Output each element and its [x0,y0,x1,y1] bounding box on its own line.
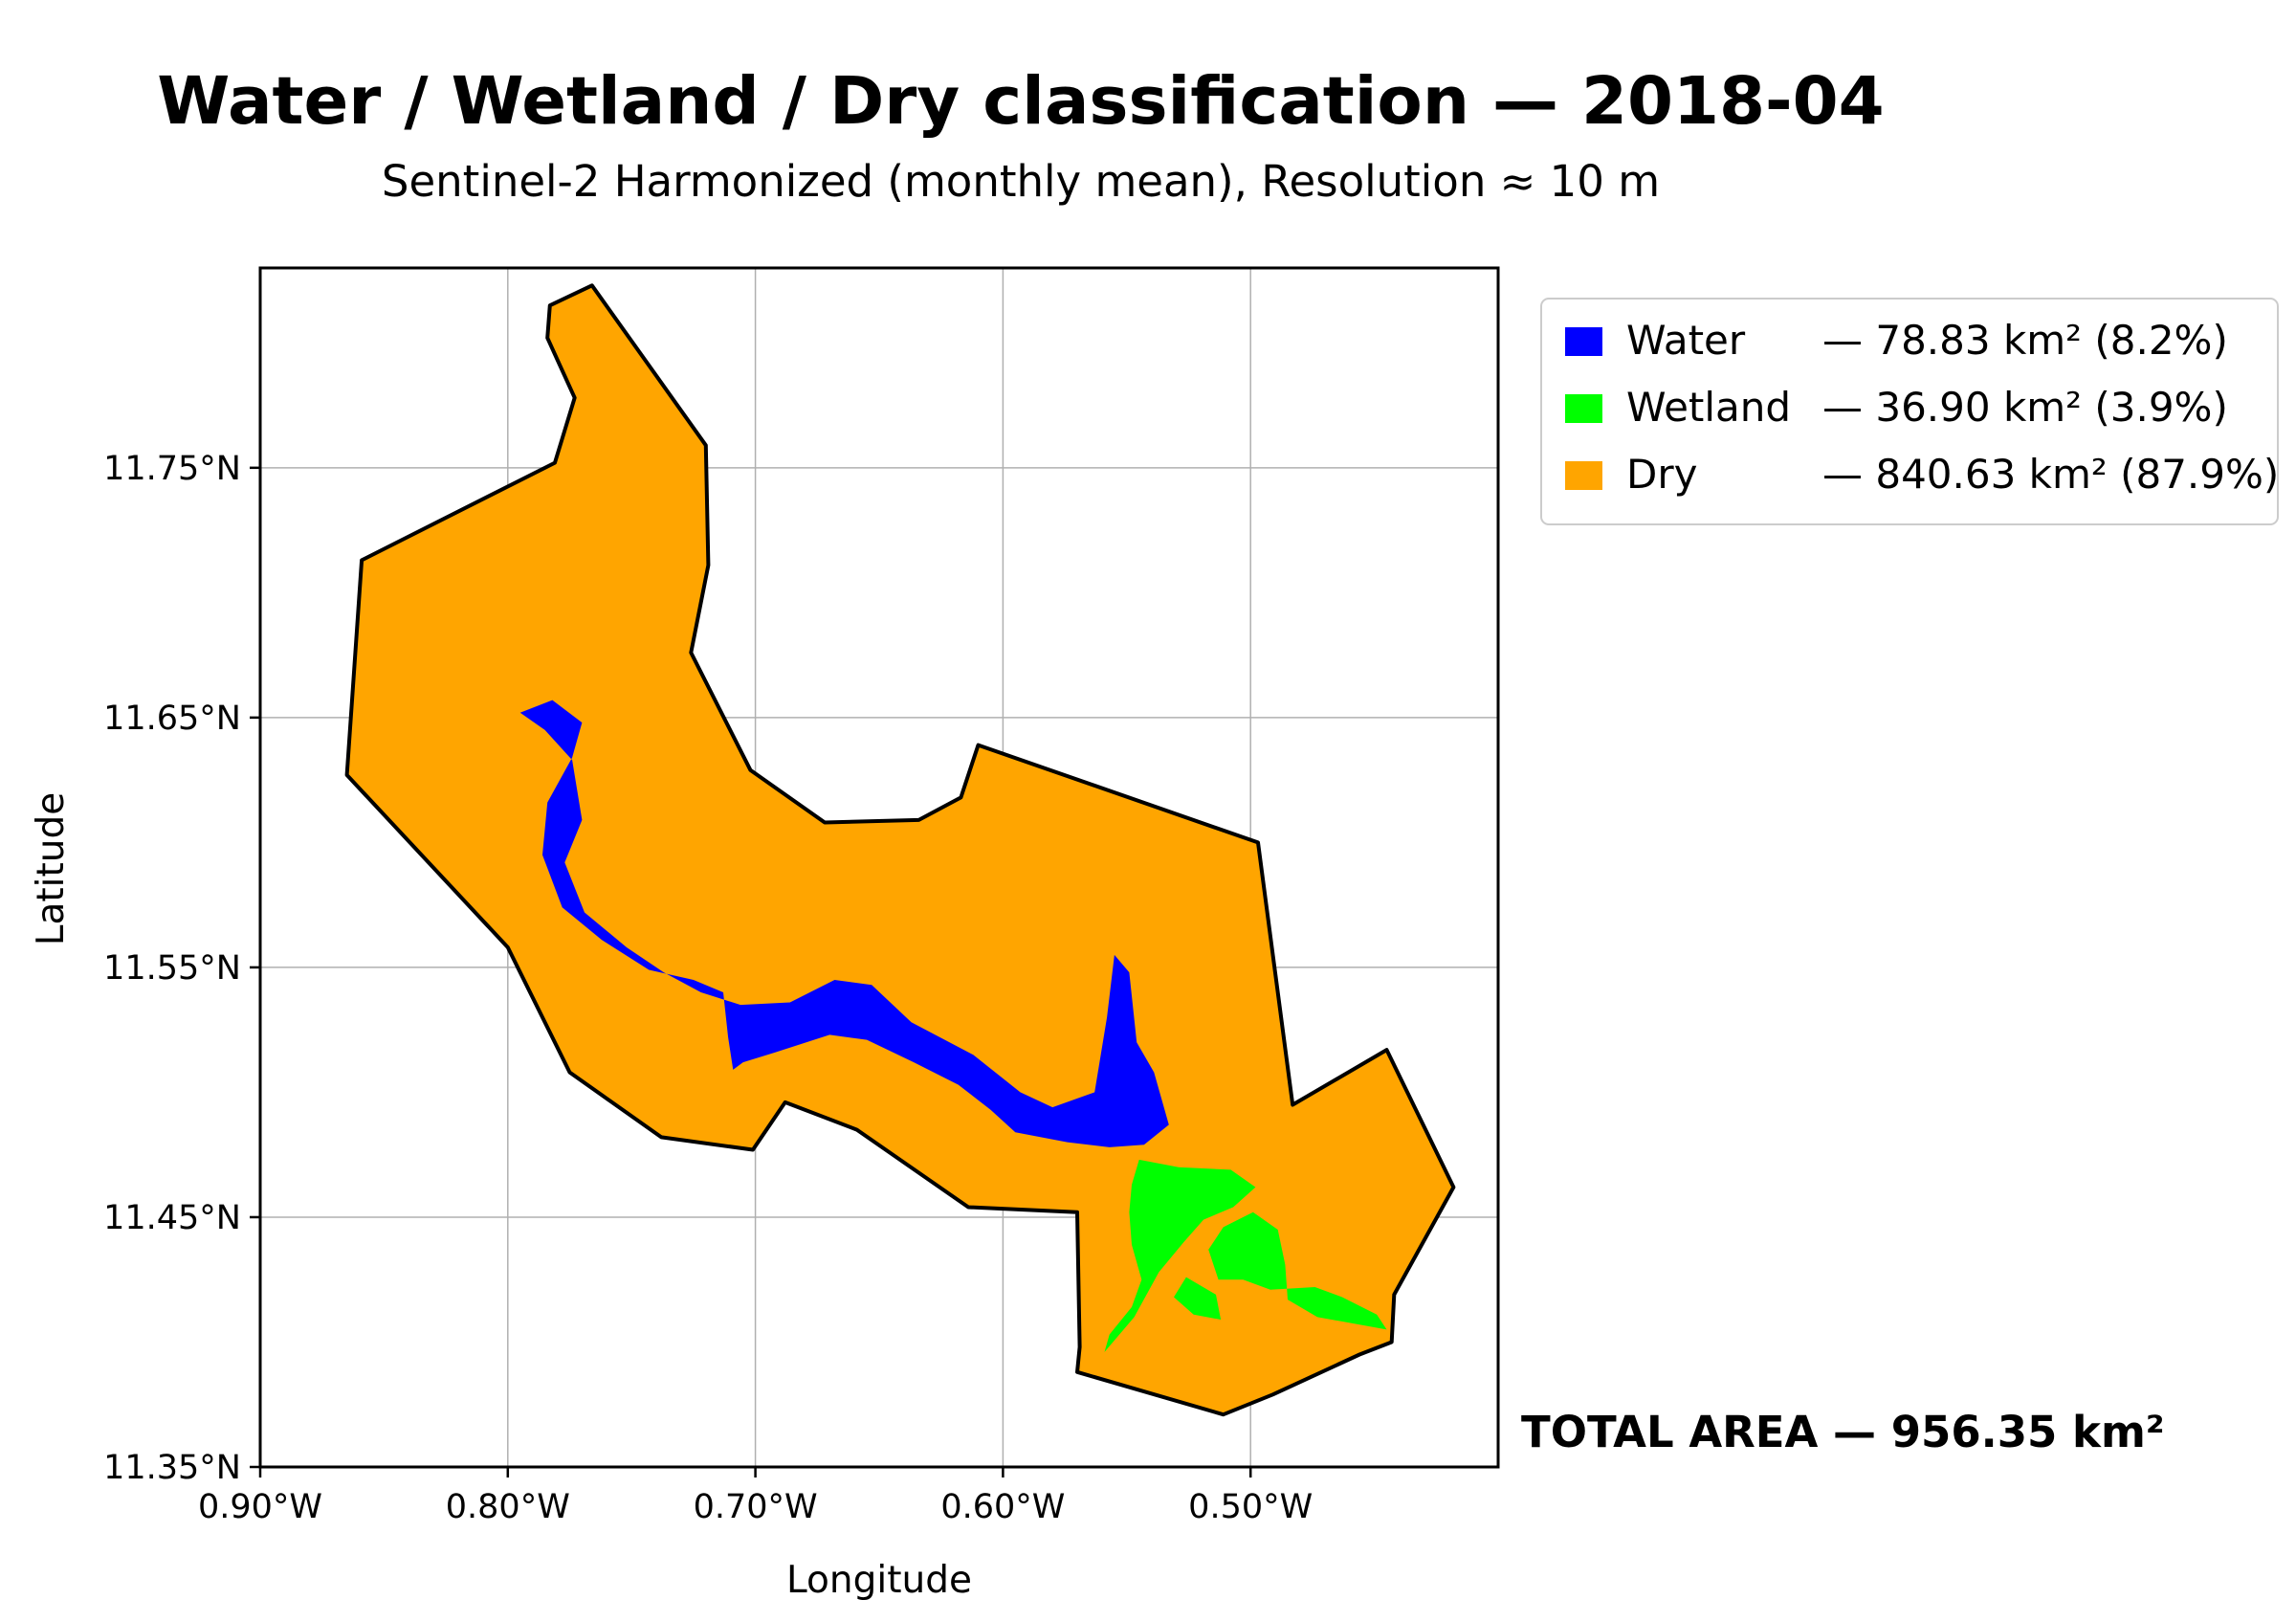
chart-subtitle: Sentinel-2 Harmonized (monthly mean), Re… [382,156,1660,207]
legend: Water — 78.83 km² (8.2%) Wetland — 36.90 km… [1540,298,2279,525]
total-area-label: TOTAL AREA — 956.35 km² [1521,1407,2165,1457]
x-tick-label: 0.60°W [940,1488,1065,1526]
x-axis-ticks: 0.90°W 0.80°W 0.70°W 0.60°W 0.50°W [198,1467,1313,1526]
legend-swatch-wetland [1565,394,1602,423]
chart-title: Water / Wetland / Dry classification — 2… [157,63,1884,140]
y-tick-label: 11.55°N [103,949,241,988]
legend-label-wetland: Wetland [1626,384,1791,431]
legend-value-wetland: — 36.90 km² (3.9%) [1822,384,2228,431]
legend-label-dry: Dry [1626,451,1697,498]
map-layers [344,283,1456,1417]
wetland-patch [1104,1159,1256,1352]
legend-frame [1540,298,2279,525]
y-tick-label: 11.35°N [103,1449,241,1487]
legend-swatch-dry [1565,461,1602,490]
x-axis-label: Longitude [786,1559,972,1602]
study-area-boundary [344,283,1456,1417]
x-tick-label: 0.50°W [1188,1488,1313,1526]
x-tick-label: 0.80°W [446,1488,570,1526]
y-axis-ticks: 11.35°N 11.45°N 11.55°N 11.65°N 11.75°N [103,450,260,1487]
wetland-layer [1104,1159,1387,1352]
wetland-patch [1208,1211,1387,1330]
legend-swatch-water [1565,327,1602,356]
legend-label-water: Water [1626,317,1746,364]
x-tick-label: 0.90°W [198,1488,322,1526]
plot-frame [258,266,1500,1469]
y-tick-label: 11.75°N [103,450,241,488]
x-tick-label: 0.70°W [694,1488,818,1526]
water-region [519,700,1169,1147]
y-tick-label: 11.45°N [103,1199,241,1237]
map-plot-area: 0.90°W 0.80°W 0.70°W 0.60°W 0.50°W 11.35°N11… [103,266,1500,1526]
y-tick-label: 11.65°N [103,700,241,738]
legend-value-water: — 78.83 km² (8.2%) [1822,317,2228,364]
wetland-patch [1174,1277,1222,1320]
legend-value-dry: — 840.63 km² (87.9%) [1822,451,2279,498]
dry-region [346,285,1454,1415]
y-axis-label: Latitude [30,792,73,946]
